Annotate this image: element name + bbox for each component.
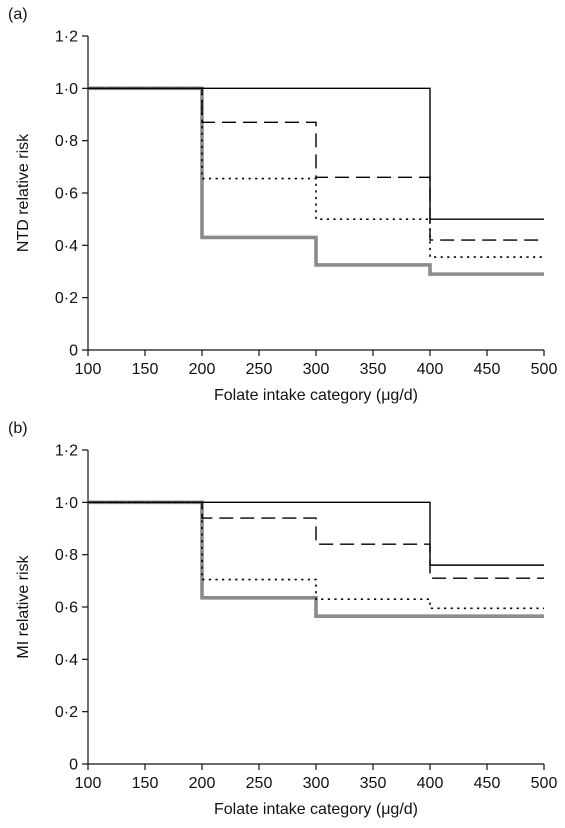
x-tick-label: 400: [417, 775, 444, 792]
y-tick-label: 0·2: [55, 704, 78, 721]
y-tick-label: 1·0: [55, 81, 78, 98]
panel-label-a: (a): [8, 6, 28, 23]
x-tick-label: 150: [132, 775, 159, 792]
y-tick-label: 0·2: [55, 290, 78, 307]
y-tick-label: 0·6: [55, 186, 78, 203]
y-tick-label: 0·8: [55, 133, 78, 150]
y-tick-label: 0·8: [55, 547, 78, 564]
y-tick-label: 1·2: [55, 443, 78, 460]
x-tick-label: 150: [132, 361, 159, 378]
y-tick-label: 0·4: [55, 238, 78, 255]
y-tick-label: 0: [69, 343, 78, 360]
chart-a: 0 0·2 0·4 0·6 0·8 1·0 1·2 100 150 200 250 300 350 400…: [15, 29, 558, 405]
x-tick-label: 200: [189, 361, 216, 378]
y-tick-label: 0·4: [55, 652, 78, 669]
x-tick-label: 250: [246, 775, 273, 792]
x-tick-label: 500: [531, 775, 558, 792]
chart-panel-b: (b) 0 0·2 0·4 0·6 0·8 1·0 1·2 100 150 200 250 300 35…: [0, 414, 565, 828]
x-axis-title: Folate intake category (μg/d): [214, 387, 418, 404]
y-axis-title: NTD relative risk: [15, 133, 32, 252]
x-tick-label: 200: [189, 775, 216, 792]
x-tick-label: 450: [474, 775, 501, 792]
x-tick-label: 450: [474, 361, 501, 378]
y-axis-title: MI relative risk: [15, 554, 32, 658]
x-tick-label: 300: [303, 361, 330, 378]
x-tick-label: 500: [531, 361, 558, 378]
x-axis-title: Folate intake category (μg/d): [214, 801, 418, 818]
x-tick-label: 400: [417, 361, 444, 378]
series-line-dashed: [88, 87, 544, 241]
x-tick-label: 250: [246, 361, 273, 378]
series-line-dotted: [88, 87, 544, 258]
x-tick-label: 350: [360, 361, 387, 378]
x-tick-label: 350: [360, 775, 387, 792]
x-tick-label: 100: [75, 775, 102, 792]
x-tick-label: 100: [75, 361, 102, 378]
x-tick-label: 300: [303, 775, 330, 792]
series-line-dashed: [88, 501, 544, 579]
chart-panel-a: (a) 0 0·2 0·4 0·6 0·8 1·0 1·2 100 150 200 250 300 35…: [8, 6, 558, 405]
chart-b: 0 0·2 0·4 0·6 0·8 1·0 1·2 100 150 200 250 300 350 400…: [15, 443, 558, 819]
y-tick-label: 1·2: [55, 29, 78, 46]
y-tick-label: 1·0: [55, 495, 78, 512]
series-line-solid: [88, 501, 544, 566]
series-line-solid: [88, 87, 544, 220]
panel-label-b: (b): [8, 420, 28, 437]
y-tick-label: 0: [69, 757, 78, 774]
series-line-thick-grey: [88, 86, 544, 276]
y-tick-label: 0·6: [55, 600, 78, 617]
